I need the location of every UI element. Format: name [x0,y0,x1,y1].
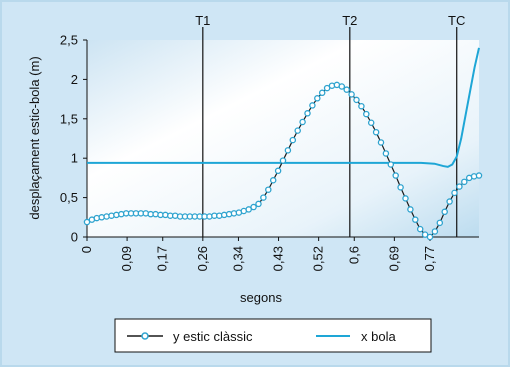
chart: 0 0,5 1 1,5 2 2,5 0 0,09 0,17 0,26 0,34 0,43 0,52 0,… [2,2,508,365]
marker-label-t1: T1 [195,13,210,28]
y-tick-label: 2 [71,72,78,87]
data-point-y-estic [295,128,300,133]
x-tick-label: 0,43 [271,246,286,271]
data-point-y-estic [378,140,383,145]
data-point-y-estic [408,207,413,212]
x-tick-label: 0,34 [230,246,245,271]
data-point-y-estic [437,220,442,225]
data-point-y-estic [261,195,266,200]
data-point-y-estic [398,185,403,190]
y-tick-label: 1 [71,151,78,166]
data-point-y-estic [310,103,315,108]
data-point-y-estic [476,173,481,178]
data-point-y-estic [251,204,256,209]
x-tick-label: 0 [79,246,94,253]
data-point-y-estic [271,178,276,183]
y-tick-label: 0 [71,230,78,245]
legend-marker-y-estic [142,333,148,339]
x-axis-label: segons [240,290,282,305]
data-point-y-estic [359,104,364,109]
data-point-y-estic [320,90,325,95]
data-point-y-estic [418,227,423,232]
data-point-y-estic [432,229,437,234]
y-tick-label: 2,5 [60,33,78,48]
data-point-y-estic [315,96,320,101]
data-point-y-estic [374,130,379,135]
marker-label-t2: T2 [342,13,357,28]
data-point-y-estic [442,209,447,214]
data-point-y-estic [349,92,354,97]
data-point-y-estic [452,190,457,195]
data-point-y-estic [339,84,344,89]
data-point-y-estic [457,184,462,189]
data-point-y-estic [383,151,388,156]
data-point-y-estic [276,168,281,173]
x-tick-label: 0,77 [422,246,437,271]
y-tick-label: 1,5 [60,111,78,126]
plot-background [87,40,479,237]
data-point-y-estic [413,217,418,222]
x-tick-label: 0,6 [346,246,361,264]
data-point-y-estic [285,148,290,153]
data-point-y-estic [388,162,393,167]
data-point-y-estic [266,187,271,192]
x-tick-label: 0,26 [195,246,210,271]
legend-label-x-bola: x bola [361,329,396,344]
x-tick-label: 0,52 [311,246,326,271]
data-point-y-estic [364,111,369,116]
data-point-y-estic [290,137,295,142]
marker-label-tc: TC [448,13,465,28]
data-point-y-estic [300,119,305,124]
x-tick-label: 0,09 [119,246,134,271]
data-point-y-estic [256,201,261,206]
legend-label-y-estic: y estic clàssic [173,329,253,344]
y-axis-label: desplaçament estic-bola (m) [27,56,42,219]
x-tick-label: 0,69 [386,246,401,271]
data-point-y-estic [447,199,452,204]
data-point-y-estic [393,173,398,178]
data-point-y-estic [369,120,374,125]
data-point-y-estic [305,111,310,116]
data-point-y-estic [403,196,408,201]
legend: y estic clàssic x bola [115,319,431,352]
y-tick-label: 0,5 [60,190,78,205]
data-point-y-estic [344,87,349,92]
data-point-y-estic [354,97,359,102]
data-point-y-estic [462,179,467,184]
data-point-y-estic [280,158,285,163]
data-point-y-estic [427,234,432,239]
x-tick-label: 0,17 [155,246,170,271]
